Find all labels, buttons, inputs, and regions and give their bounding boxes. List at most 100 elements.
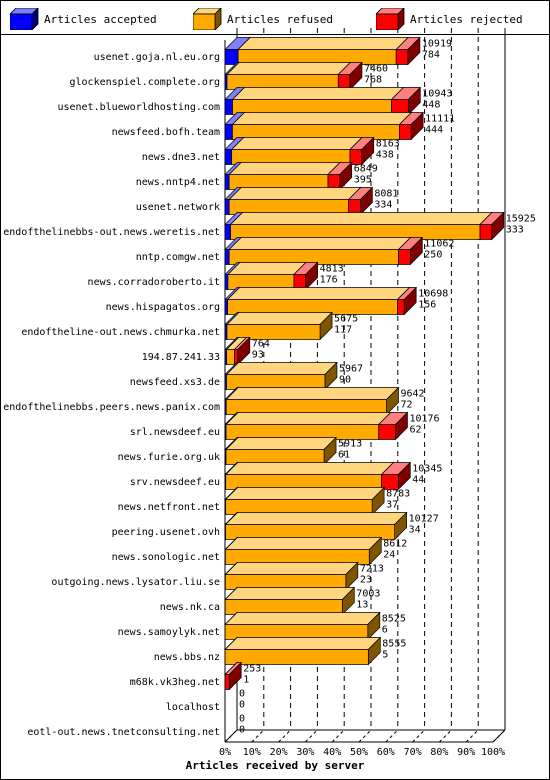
chart-bars (224, 36, 505, 691)
bar-segment-articles-rejected (347, 186, 374, 216)
server-label: nntp.comgw.net (136, 252, 220, 263)
accepted-value-label: 438 (376, 150, 394, 161)
bar-segment-articles-refused (224, 586, 356, 616)
server-label: news.corradoroberto.it (88, 277, 220, 288)
server-label: news.sonologic.net (112, 552, 220, 563)
total-value-label: 10176 (409, 414, 439, 425)
accepted-value-label: 0 (239, 700, 245, 711)
server-label: usenet.blueworldhosting.com (57, 102, 220, 113)
total-value-label: 8525 (382, 614, 406, 625)
total-value-label: 15925 (506, 214, 536, 225)
total-value-label: 10345 (412, 464, 442, 475)
bar-segment-articles-refused (224, 486, 385, 516)
total-value-label: 5675 (334, 314, 358, 325)
x-tick-label: 20% (270, 747, 288, 758)
server-label: glockenspiel.complete.org (69, 77, 220, 88)
legend-item-refused: Articles refused (193, 8, 373, 30)
legend-label-rejected: Articles rejected (410, 13, 523, 26)
bar-segment-articles-rejected (377, 411, 409, 441)
bar-segment-articles-rejected (293, 261, 319, 291)
bar-segment-articles-rejected (337, 61, 363, 91)
total-value-label: 7460 (364, 64, 388, 75)
x-tick-label: 90% (457, 747, 475, 758)
total-value-label: 764 (252, 339, 270, 350)
total-value-label: 6849 (354, 164, 378, 175)
accepted-value-label: 176 (320, 275, 338, 286)
total-value-label: 7213 (360, 564, 384, 575)
floor-grid-line (492, 729, 506, 743)
accepted-value-label: 90 (339, 375, 351, 386)
bar-segment-articles-refused (224, 636, 382, 666)
x-axis-title: Articles received by server (185, 759, 365, 772)
accepted-value-label: 334 (374, 200, 392, 211)
x-tick-label: 100% (481, 747, 505, 758)
bar-segment-articles-refused (224, 561, 359, 591)
bar-segment-articles-refused (225, 361, 338, 391)
server-label: news.bbs.nz (154, 652, 220, 663)
accepted-value-label: 395 (354, 175, 372, 186)
server-label: 194.87.241.33 (142, 352, 220, 363)
legend-divider (0, 34, 550, 35)
bar-segment-articles-refused (225, 411, 392, 441)
bar-segment-articles-refused (230, 136, 363, 166)
total-value-label: 5913 (338, 439, 362, 450)
total-value-label: 11111 (425, 114, 455, 125)
floor-grid-line (305, 729, 318, 743)
bar-segment-articles-refused (224, 611, 381, 641)
accepted-value-label: 44 (412, 475, 424, 486)
x-tick-label: 50% (350, 747, 368, 758)
floor-grid-line (385, 729, 399, 743)
server-label: outgoing.news.lysator.liu.se (51, 577, 220, 588)
accepted-value-label: 23 (360, 575, 372, 586)
legend-swatch-refused (193, 8, 222, 30)
bar-segment-articles-refused (231, 111, 413, 141)
accepted-value-label: 156 (418, 300, 436, 311)
floor-grid-line (358, 729, 372, 743)
server-label: endofthelinebbs.peers.news.panix.com (3, 402, 220, 413)
bar-segment-articles-refused (231, 86, 405, 116)
bar-segment-articles-refused (229, 211, 493, 241)
server-label: news.nntp4.net (136, 177, 220, 188)
server-label: peering.usenet.ovh (112, 527, 220, 538)
total-value-label: 253 (243, 664, 261, 675)
bar-segment-articles-refused (224, 536, 383, 566)
bar-segment-articles-refused (224, 461, 395, 491)
server-label: news.furie.org.uk (118, 452, 220, 463)
accepted-value-label: 444 (425, 125, 443, 136)
bar-segment-articles-rejected (479, 211, 505, 241)
legend-swatch-accepted (10, 8, 39, 30)
bar-segment-articles-refused (226, 61, 352, 91)
server-label: usenet.network (136, 202, 220, 213)
bar-segment-articles-refused (228, 236, 412, 266)
total-value-label: 10127 (409, 514, 439, 525)
x-tick-label: 10% (243, 747, 261, 758)
accepted-value-label: 5 (382, 650, 388, 661)
x-tick-label: 80% (430, 747, 448, 758)
legend-item-rejected: Articles rejected (376, 8, 546, 30)
server-label: localhost (166, 702, 220, 713)
bar-segment-articles-rejected (327, 161, 353, 191)
total-value-label: 8783 (386, 489, 410, 500)
total-value-label: 11062 (424, 239, 454, 250)
x-tick-label: 0% (219, 747, 231, 758)
bar-segment-articles-refused (237, 36, 410, 66)
server-label: news.hispagatos.org (106, 302, 220, 313)
server-label: endofthelinebbs-out.news.weretis.net (3, 227, 220, 238)
bar-segment-articles-rejected (390, 86, 422, 116)
bar-segment-articles-rejected (395, 36, 421, 66)
total-value-label: 8555 (382, 639, 406, 650)
bar-segment-articles-refused (225, 436, 337, 466)
bar-segment-articles-refused (228, 186, 362, 216)
bar-segment-articles-refused (225, 386, 400, 416)
x-tick-label: 70% (404, 747, 422, 758)
total-value-label: 8612 (383, 539, 407, 550)
x-tick-label: 60% (377, 747, 395, 758)
accepted-value-label: 24 (383, 550, 395, 561)
server-label: news.dne3.net (142, 152, 220, 163)
legend-label-refused: Articles refused (227, 13, 333, 26)
accepted-value-label: 13 (356, 600, 368, 611)
accepted-value-label: 448 (422, 100, 440, 111)
total-value-label: 5967 (339, 364, 363, 375)
accepted-value-label: 37 (386, 500, 398, 511)
legend-item-accepted: Articles accepted (10, 8, 190, 30)
